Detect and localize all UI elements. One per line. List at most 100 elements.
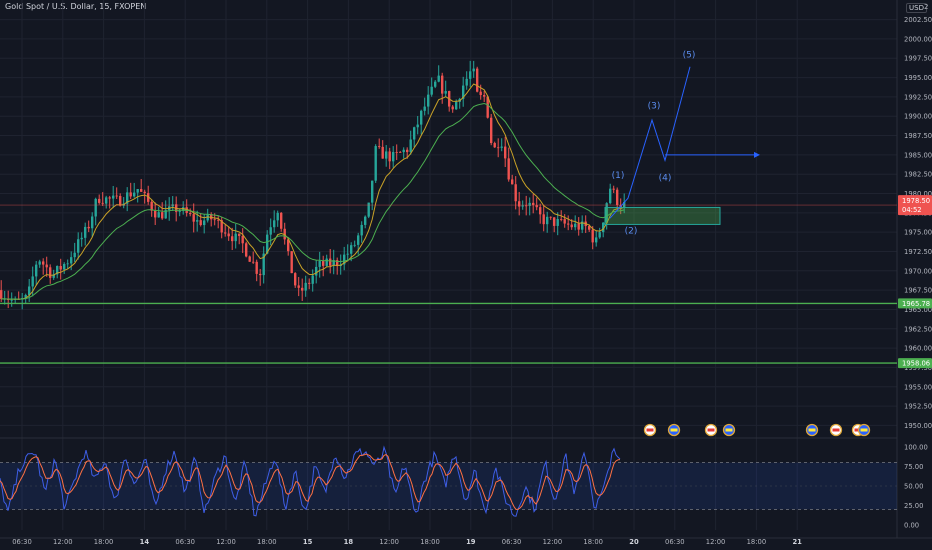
candle-body — [266, 234, 269, 254]
time-tick-label: 18:00 — [420, 538, 440, 546]
candle-body — [486, 96, 489, 118]
price-tick-label: 2000.00 — [904, 35, 932, 43]
price-tick-label: 1955.00 — [904, 383, 932, 391]
candle-body — [161, 212, 164, 219]
candle-body — [385, 151, 388, 159]
candle-body — [147, 193, 150, 202]
candle-body — [290, 251, 293, 274]
candle-body — [546, 216, 549, 225]
candle-body — [539, 207, 542, 215]
candle-body — [514, 184, 517, 202]
price-tick-label: 1982.50 — [904, 171, 932, 179]
time-axis[interactable]: 06:30 12:00 18:00 14 06:30 12:00 18:00 15 18 12:0… — [12, 538, 802, 546]
candle-body — [336, 260, 339, 267]
horizontal-levels[interactable] — [0, 302, 897, 364]
candle-body — [304, 282, 307, 291]
candle-body — [35, 264, 38, 277]
us-flag-event-icon[interactable] — [704, 423, 718, 437]
elliott-wave-projection[interactable]: (1) (2) (3) (4) (5) — [604, 50, 760, 237]
us-flag-event-icon[interactable] — [829, 423, 843, 437]
candle-body — [87, 226, 90, 229]
candle-body — [332, 260, 335, 266]
wave-path — [609, 66, 691, 219]
time-tick-label: 18:00 — [583, 538, 603, 546]
candle-body — [308, 282, 311, 284]
candle-body — [465, 78, 468, 86]
candle-body — [402, 149, 405, 153]
candle-body — [374, 146, 377, 181]
candle-body — [108, 197, 111, 199]
candle-body — [406, 149, 409, 153]
candle-body — [70, 257, 73, 264]
candle-body — [238, 233, 241, 236]
candle-body — [549, 216, 552, 218]
price-tick-label: 1995.00 — [904, 74, 932, 82]
moving-averages — [0, 83, 897, 300]
candle-body — [476, 68, 479, 92]
candle-body — [521, 205, 524, 207]
eu-event-icon[interactable] — [857, 423, 871, 437]
candle-body — [52, 274, 55, 278]
candle-body — [276, 212, 279, 221]
candle-body — [311, 275, 314, 284]
candle-body — [105, 197, 108, 204]
candle-body — [479, 91, 482, 96]
candle-body — [73, 252, 76, 258]
time-tick-label: 18 — [344, 538, 354, 546]
candle-body — [364, 216, 367, 225]
economic-events[interactable] — [643, 423, 871, 437]
time-tick-label: 12:00 — [379, 538, 399, 546]
candle-body — [255, 261, 258, 274]
candle-body — [605, 203, 608, 223]
candle-body — [500, 146, 503, 148]
candle-body — [213, 219, 216, 221]
candle-body — [42, 261, 45, 265]
ma-slow-line — [1, 102, 625, 300]
candle-body — [612, 188, 615, 190]
candle-body — [507, 158, 510, 180]
current-price-label: 1978.50 — [902, 197, 930, 205]
candle-body — [283, 228, 286, 240]
candle-body — [444, 91, 447, 94]
eu-event-icon[interactable] — [722, 423, 736, 437]
candle-body — [343, 254, 346, 265]
candle-body — [591, 229, 594, 243]
time-tick-label: 06:30 — [665, 538, 685, 546]
ma-fast-line — [1, 83, 625, 300]
candle-body — [178, 210, 181, 212]
candle-body — [350, 245, 353, 254]
price-tick-label: 1980.00 — [904, 190, 932, 198]
price-axis[interactable]: 2002.50 2000.00 1997.50 1995.00 1992.50 1990.… — [898, 16, 932, 430]
stoch-d-line — [0, 453, 621, 511]
price-tick-label: 1967.50 — [904, 287, 932, 295]
time-tick-label: 18:00 — [257, 538, 277, 546]
candle-body — [0, 290, 3, 299]
stoch-k-line — [0, 445, 621, 517]
candle-body — [472, 68, 475, 72]
candle-body — [63, 264, 66, 270]
time-tick-label: 20 — [629, 538, 639, 546]
us-flag-event-icon[interactable] — [643, 423, 657, 437]
stoch-tick-label: 50.00 — [904, 483, 923, 491]
wave-label: (3) — [648, 101, 661, 111]
candle-body — [157, 212, 160, 218]
candle-body — [427, 94, 430, 107]
candle-body — [241, 235, 244, 244]
eu-event-icon[interactable] — [805, 423, 819, 437]
candle-body — [325, 258, 328, 266]
eu-event-icon[interactable] — [667, 423, 681, 437]
candle-body — [570, 224, 573, 228]
price-tick-label: 1975.00 — [904, 229, 932, 237]
candle-body — [416, 124, 419, 128]
candle-body — [150, 201, 153, 211]
candle-body — [252, 261, 255, 263]
level-badge — [898, 298, 932, 309]
candle-body — [616, 189, 619, 206]
candle-body — [210, 214, 213, 220]
currency-selector[interactable]: USD — [906, 3, 927, 13]
stoch-tick-label: 75.00 — [904, 463, 923, 471]
candle-body — [49, 267, 52, 278]
wave-label: (1) — [612, 171, 625, 181]
candle-body — [595, 237, 598, 243]
